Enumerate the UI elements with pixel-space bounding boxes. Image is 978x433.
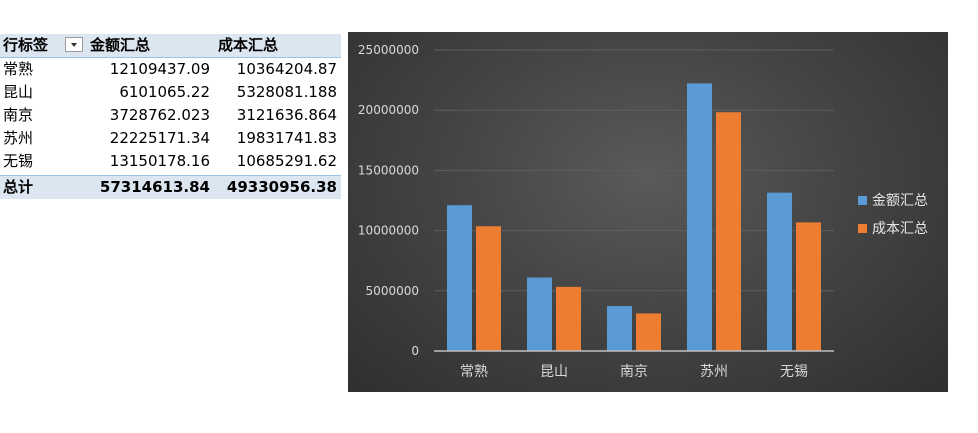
bar-amount xyxy=(767,192,792,351)
x-tick-label: 无锡 xyxy=(780,364,808,380)
cost-cell: 19831741.83 xyxy=(236,129,337,147)
cost-cell: 10364204.87 xyxy=(236,60,337,78)
bar-amount xyxy=(447,205,472,351)
bar-cost xyxy=(476,226,501,351)
amount-cell: 6101065.22 xyxy=(119,83,210,101)
legend-item-amount: 金额汇总 xyxy=(858,186,928,214)
amount-cell: 22225171.34 xyxy=(109,129,210,147)
y-tick-label: 10000000 xyxy=(358,224,419,238)
bar-cost xyxy=(796,222,821,351)
cost-cell: 3121636.864 xyxy=(236,106,337,124)
amount-sum-header: 金额汇总 xyxy=(90,36,151,54)
legend-label-cost: 成本汇总 xyxy=(872,221,928,237)
grand-total-row: 总计 57314613.84 49330956.38 xyxy=(0,175,341,199)
chart-plot: 0 5000000 10000000 15000000 20000000 25000000… xyxy=(358,43,834,380)
row-label: 无锡 xyxy=(3,152,34,170)
amount-cell: 13150178.16 xyxy=(109,152,210,170)
grand-total-amount: 57314613.84 xyxy=(99,178,210,196)
grand-total-label: 总计 xyxy=(3,178,34,196)
chart-legend: 金额汇总 成本汇总 xyxy=(858,186,928,242)
x-tick-label: 昆山 xyxy=(540,364,568,380)
y-tick-label: 0 xyxy=(411,344,419,358)
bar-chart[interactable]: 0 5000000 10000000 15000000 20000000 25000000… xyxy=(348,32,948,392)
cost-sum-header: 成本汇总 xyxy=(218,36,279,54)
bar-amount xyxy=(607,306,632,351)
table-row: 常熟 12109437.09 10364204.87 xyxy=(0,58,341,81)
bar-amount xyxy=(687,83,712,351)
pivot-header-row: 行标签 金额汇总 成本汇总 xyxy=(0,34,341,58)
legend-label-amount: 金额汇总 xyxy=(872,193,928,209)
pivot-table: 行标签 金额汇总 成本汇总 常熟 12109437.09 10364204.87… xyxy=(0,34,341,199)
bar-cost xyxy=(716,112,741,351)
y-tick-label: 20000000 xyxy=(358,103,419,117)
table-row: 苏州 22225171.34 19831741.83 xyxy=(0,127,341,150)
amount-cell: 3728762.023 xyxy=(109,106,210,124)
x-tick-label: 常熟 xyxy=(460,364,488,380)
table-row: 无锡 13150178.16 10685291.62 xyxy=(0,150,341,173)
legend-swatch-amount xyxy=(858,195,867,205)
bar-cost xyxy=(636,313,661,351)
cost-cell: 10685291.62 xyxy=(236,152,337,170)
row-labels-header: 行标签 xyxy=(3,36,49,54)
filter-dropdown-icon[interactable] xyxy=(65,37,83,52)
y-tick-label: 25000000 xyxy=(358,43,419,57)
y-tick-label: 5000000 xyxy=(366,284,419,298)
bar-cost xyxy=(556,286,581,351)
table-row: 昆山 6101065.22 5328081.188 xyxy=(0,81,341,104)
row-label: 苏州 xyxy=(3,129,34,147)
amount-cell: 12109437.09 xyxy=(109,60,210,78)
legend-swatch-cost xyxy=(858,223,867,233)
legend-item-cost: 成本汇总 xyxy=(858,214,928,242)
x-tick-label: 苏州 xyxy=(700,364,728,380)
y-tick-label: 15000000 xyxy=(358,163,419,177)
cost-cell: 5328081.188 xyxy=(236,83,337,101)
row-label: 南京 xyxy=(3,106,34,124)
x-tick-label: 南京 xyxy=(620,364,648,380)
bar-amount xyxy=(527,277,552,351)
table-row: 南京 3728762.023 3121636.864 xyxy=(0,104,341,127)
grand-total-cost: 49330956.38 xyxy=(226,178,337,196)
row-label: 常熟 xyxy=(3,60,34,78)
row-label: 昆山 xyxy=(3,83,34,101)
